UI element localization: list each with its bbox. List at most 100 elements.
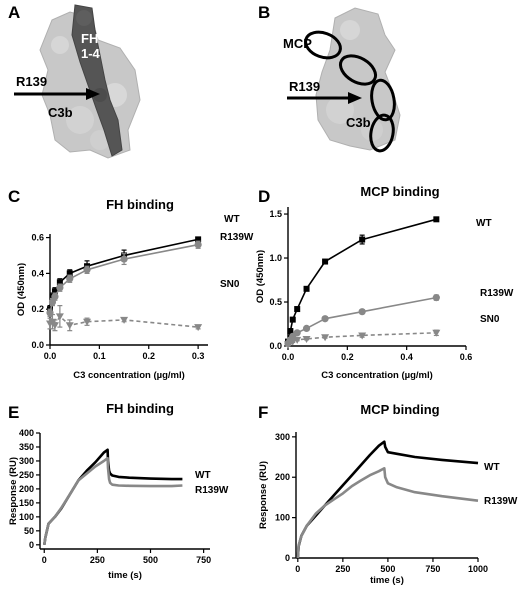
series-label: R139W xyxy=(220,232,254,243)
charts: C FH binding 0.0 0.1 0.2 0.3 0.0 0.2 0.4 0.6 C3 co… xyxy=(8,184,518,586)
data-point xyxy=(51,288,58,295)
x-tick-label: 0.2 xyxy=(142,351,155,361)
x-tick-label: 750 xyxy=(425,564,440,574)
y-tick-label: 0.0 xyxy=(269,341,282,351)
panel-letter-b: B xyxy=(258,3,270,22)
x-tick-label: 750 xyxy=(196,555,211,565)
label-fh: FH xyxy=(81,31,98,46)
data-point xyxy=(303,285,310,292)
y-tick-label: 200 xyxy=(19,484,34,494)
y-tick-label: 250 xyxy=(19,470,34,480)
data-point xyxy=(321,334,330,342)
y-tick-label: 100 xyxy=(275,513,290,523)
y-axis-label: Response (RU) xyxy=(258,461,269,529)
y-tick-label: 0 xyxy=(285,553,290,563)
panel-letter-c: C xyxy=(8,187,20,206)
data-point xyxy=(51,293,59,301)
data-point xyxy=(294,306,301,313)
x-tick-label: 0.0 xyxy=(44,351,57,361)
y-tick-label: 300 xyxy=(275,432,290,442)
data-point xyxy=(321,315,329,323)
data-point xyxy=(302,324,311,333)
y-tick-label: 1.5 xyxy=(269,209,282,219)
data-point xyxy=(322,258,329,265)
data-point xyxy=(120,255,128,263)
x-axis-label: C3 concentration (µg/ml) xyxy=(73,370,185,381)
panel-b: B MCP R139 C3b xyxy=(258,3,401,153)
data-point xyxy=(358,308,366,316)
y-tick-label: 150 xyxy=(19,498,34,508)
data-point xyxy=(358,332,367,340)
series-wt: WT xyxy=(285,216,492,345)
data-point xyxy=(83,318,92,326)
y-tick-label: 200 xyxy=(275,472,290,482)
data-point xyxy=(50,322,59,330)
data-point xyxy=(55,313,64,321)
x-tick-label: 0.2 xyxy=(341,352,354,362)
panel-a: A FH 1-4 R139 C3b xyxy=(8,3,141,159)
y-axis-label: OD (450nm) xyxy=(255,250,266,303)
data-point xyxy=(432,329,441,337)
series-line xyxy=(296,466,479,559)
series-label: WT xyxy=(476,218,492,229)
x-tick-label: 500 xyxy=(143,555,158,565)
label-r139-a: R139 xyxy=(16,74,47,89)
series-label: R139W xyxy=(195,485,229,496)
x-tick-label: 0 xyxy=(295,564,300,574)
y-tick-label: 1.0 xyxy=(269,253,282,263)
chart-title: FH binding xyxy=(106,197,174,212)
series-r139w: R139W xyxy=(46,232,254,317)
fh-structure xyxy=(71,4,123,157)
y-tick-label: 0.5 xyxy=(269,297,282,307)
x-tick-label: 500 xyxy=(380,564,395,574)
arrow-b xyxy=(287,92,362,104)
x-tick-label: 0.3 xyxy=(192,351,205,361)
label-c3b-a: C3b xyxy=(48,105,73,120)
data-point xyxy=(287,328,294,335)
series-label: WT xyxy=(484,462,500,473)
panel-letter-e: E xyxy=(8,403,19,422)
y-tick-label: 100 xyxy=(19,512,34,522)
series-label: R139W xyxy=(480,288,514,299)
data-point xyxy=(83,266,91,274)
series-label: R139W xyxy=(484,496,518,507)
series-line xyxy=(43,448,183,545)
series-sn0: SN0 xyxy=(284,314,500,349)
series-sn0: SN0 xyxy=(46,279,240,332)
chart-f: F MCP binding 0 250 500 750 1000 0 100 200 300 time… xyxy=(258,402,518,586)
x-tick-label: 0.0 xyxy=(282,352,295,362)
data-point xyxy=(432,294,440,302)
data-point xyxy=(293,336,302,344)
series-line xyxy=(296,440,479,559)
data-point xyxy=(195,236,202,243)
y-tick-label: 350 xyxy=(19,442,34,452)
y-axis-label: Response (RU) xyxy=(8,457,19,525)
y-tick-label: 0.0 xyxy=(31,340,44,350)
panel-letter-f: F xyxy=(258,403,268,422)
x-tick-label: 250 xyxy=(335,564,350,574)
y-tick-label: 0.2 xyxy=(31,304,44,314)
data-point xyxy=(120,316,129,324)
panel-letter-d: D xyxy=(258,187,270,206)
data-point xyxy=(56,279,63,286)
y-tick-label: 400 xyxy=(19,428,34,438)
chart-e: E FH binding 0 250 500 750 0 50 100 150 200 250 300 3… xyxy=(8,401,229,581)
chart-title: MCP binding xyxy=(360,184,439,199)
x-tick-label: 250 xyxy=(90,555,105,565)
label-c3b-b: C3b xyxy=(346,115,371,130)
series-line xyxy=(43,456,183,545)
chart-c: C FH binding 0.0 0.1 0.2 0.3 0.0 0.2 0.4 0.6 C3 co… xyxy=(8,187,254,381)
data-point xyxy=(293,329,301,337)
x-tick-label: 0.6 xyxy=(460,352,473,362)
label-r139-b: R139 xyxy=(289,79,320,94)
data-point xyxy=(194,324,203,332)
arrow-a xyxy=(14,88,100,100)
x-tick-label: 0.4 xyxy=(400,352,413,362)
series-r139w: R139W xyxy=(43,456,229,545)
data-point xyxy=(194,241,202,249)
mcp-domain-ovals xyxy=(304,30,396,153)
series-label: WT xyxy=(195,470,211,481)
series-wt: WT xyxy=(47,214,240,314)
series-label: SN0 xyxy=(220,279,240,290)
